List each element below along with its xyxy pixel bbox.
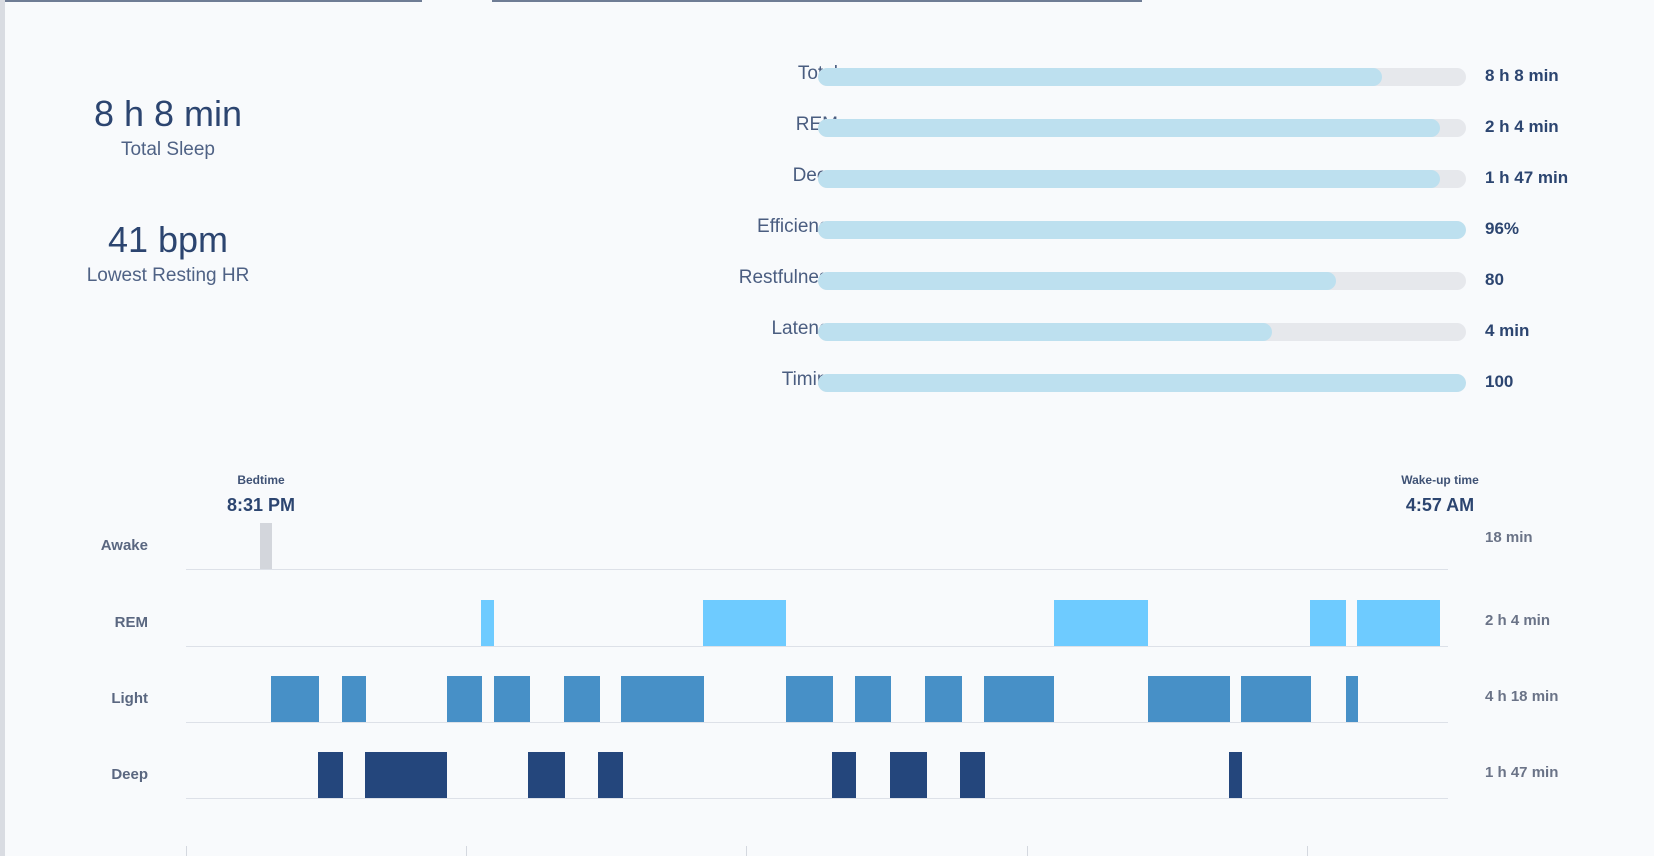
- stage-segment-light: [447, 676, 482, 722]
- axis-tick: [186, 846, 187, 856]
- stage-duration-awake: 18 min: [1485, 529, 1533, 546]
- contributor-bar-fill: [818, 272, 1337, 290]
- stage-label-awake: Awake: [100, 537, 148, 554]
- contributor-label: REM: [795, 114, 838, 135]
- stage-segment-deep: [890, 752, 927, 798]
- stage-segment-deep: [960, 752, 985, 798]
- contributor-value: 2 h 4 min: [1485, 117, 1559, 136]
- contributor-value: 80: [1485, 270, 1504, 289]
- stage-segment-light: [786, 676, 833, 722]
- stage-segment-light: [1148, 676, 1230, 722]
- axis-tick: [1027, 846, 1028, 856]
- stage-duration-light: 4 h 18 min: [1485, 688, 1559, 705]
- stage-label-deep: Deep: [111, 766, 148, 783]
- contributor-bar: [818, 374, 1466, 392]
- stage-segment-deep: [832, 752, 856, 798]
- contributor-value: 96%: [1485, 219, 1520, 238]
- total-sleep-value: 8 h 8 min: [93, 93, 243, 134]
- contributor-bar-fill: [818, 119, 1441, 137]
- stage-segment-deep: [528, 752, 565, 798]
- contributor-row: REM 2 h 4 min: [640, 113, 1590, 147]
- stage-baseline: [186, 569, 1448, 570]
- stage-segment-light: [621, 676, 704, 722]
- stage-segment-deep: [365, 752, 447, 798]
- contributor-label: Deep: [792, 165, 838, 186]
- stage-duration-rem: 2 h 4 min: [1485, 612, 1551, 629]
- axis-tick: [466, 846, 467, 856]
- bedtime-marker: Bedtime 8:31 PM: [211, 472, 311, 516]
- contributor-bar-fill: [818, 323, 1272, 341]
- top-tab-indicator: [5, 0, 422, 2]
- contributor-label: Restfulness: [738, 267, 838, 288]
- stage-segment-light: [564, 676, 600, 722]
- contributor-value: 8 h 8 min: [1485, 66, 1559, 85]
- stage-segment-rem: [703, 600, 786, 646]
- stage-segment-light: [855, 676, 891, 722]
- contributor-bar: [818, 221, 1466, 239]
- total-sleep-label: Total Sleep: [120, 139, 215, 160]
- contributor-bar: [818, 119, 1466, 137]
- stage-segment-deep: [318, 752, 343, 798]
- contributor-bar-fill: [818, 221, 1466, 239]
- lowest-hr-stat: 41 bpm Lowest Resting HR: [28, 220, 308, 288]
- stage-segment-light: [1241, 676, 1311, 722]
- wakeup-marker: Wake-up time 4:57 AM: [1380, 472, 1500, 516]
- total-sleep-stat: 8 h 8 min Total Sleep: [28, 94, 308, 162]
- stage-segment-light: [1346, 676, 1358, 722]
- contributor-bar: [818, 68, 1466, 86]
- contributor-label: Efficiency: [757, 216, 838, 237]
- contributor-row: Efficiency 96%: [640, 215, 1590, 249]
- stage-segment-light: [925, 676, 962, 722]
- stage-segment-rem: [1310, 600, 1346, 646]
- top-tab-indicator: [492, 0, 1142, 2]
- stage-segment-awake: [260, 523, 272, 569]
- wakeup-caption: Wake-up time: [1401, 473, 1479, 487]
- contributor-bar: [818, 272, 1466, 290]
- stage-segment-light: [984, 676, 1054, 722]
- wakeup-time: 4:57 AM: [1405, 495, 1475, 515]
- contributor-bar-fill: [818, 374, 1466, 392]
- lowest-hr-label: Lowest Resting HR: [86, 265, 250, 286]
- contributor-value: 1 h 47 min: [1485, 168, 1569, 187]
- stage-baseline: [186, 722, 1448, 723]
- stage-baseline: [186, 646, 1448, 647]
- stage-segment-deep: [1229, 752, 1242, 798]
- stage-segment-rem: [1357, 600, 1440, 646]
- stage-segment-light: [342, 676, 366, 722]
- contributor-row: Restfulness 80: [640, 266, 1590, 300]
- bedtime-time: 8:31 PM: [226, 495, 296, 515]
- stage-label-rem: REM: [114, 614, 148, 631]
- window-edge: [0, 0, 5, 856]
- contributor-row: Latency 4 min: [640, 317, 1590, 351]
- contributor-label: Latency: [771, 318, 838, 339]
- contributor-bar-fill: [818, 68, 1382, 86]
- contributor-bar: [818, 323, 1466, 341]
- stage-segment-rem: [1054, 600, 1148, 646]
- axis-tick: [1307, 846, 1308, 856]
- lowest-hr-value: 41 bpm: [107, 219, 229, 260]
- contributor-value: 100: [1485, 372, 1514, 391]
- stage-duration-deep: 1 h 47 min: [1485, 764, 1559, 781]
- stage-segment-rem: [481, 600, 494, 646]
- contributor-row: Total 8 h 8 min: [640, 62, 1590, 96]
- contributor-label: Timing: [781, 369, 838, 390]
- contributor-row: Timing 100: [640, 368, 1590, 402]
- axis-tick: [746, 846, 747, 856]
- bedtime-caption: Bedtime: [237, 473, 285, 487]
- contributor-bar-fill: [818, 170, 1441, 188]
- stage-segment-light: [494, 676, 530, 722]
- contributor-value: 4 min: [1485, 321, 1530, 340]
- contributor-label: Total: [638, 62, 838, 86]
- stage-baseline: [186, 798, 1448, 799]
- contributor-bar: [818, 170, 1466, 188]
- stage-label-light: Light: [111, 690, 148, 707]
- stage-segment-deep: [598, 752, 623, 798]
- stage-segment-light: [271, 676, 319, 722]
- contributor-row: Deep 1 h 47 min: [640, 164, 1590, 198]
